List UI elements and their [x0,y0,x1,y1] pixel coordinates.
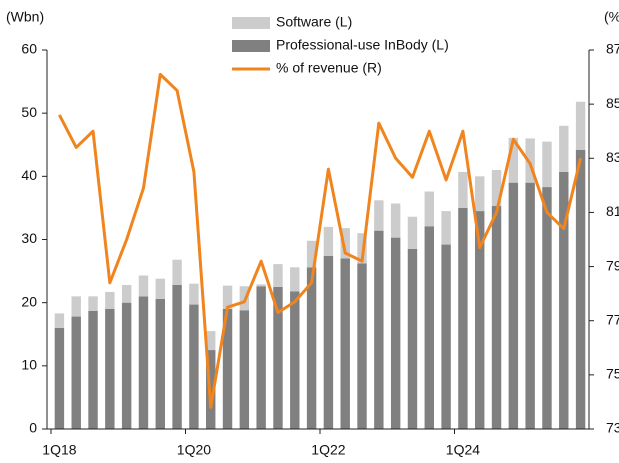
y2-tick-label: 81 [606,203,619,219]
legend-swatch [232,40,270,52]
bar [138,275,149,297]
bar [390,203,401,238]
bar [491,206,502,429]
bar [390,237,401,429]
bar [441,211,451,245]
bar [138,296,149,429]
bar [189,283,199,305]
bar [121,284,132,303]
y-tick-label: 0 [29,420,37,436]
y-axis-label: (Wbn) [6,9,44,25]
bar [424,226,434,429]
bar [458,171,468,208]
bar [542,187,552,429]
bar [105,291,115,309]
bar [340,228,350,259]
bar [71,316,81,429]
bar [323,255,334,429]
bar [172,284,182,429]
y2-tick-label: 83 [606,149,619,165]
bar [88,310,98,429]
bar [189,304,199,429]
y2-tick-label: 87 [606,41,619,57]
x-tick-label: 1Q20 [177,442,211,458]
bar [357,233,367,264]
bar [508,137,519,183]
bar [340,258,350,429]
x-tick-label: 1Q22 [311,442,345,458]
bar [54,313,65,328]
legend-swatch [232,17,270,29]
bar [121,302,132,429]
y-tick-label: 20 [21,293,37,309]
bar [155,298,165,429]
bar [407,248,418,429]
y-tick-label: 50 [21,104,37,120]
bar [475,211,485,429]
x-tick-label: 1Q24 [446,442,480,458]
y-tick-label: 60 [21,41,37,57]
legend-label: Software (L) [276,14,352,30]
y-tick-label: 10 [21,357,37,373]
bar [508,182,519,429]
y2-tick-label: 85 [606,95,619,111]
bar [88,296,98,311]
bar [239,310,250,429]
bar [575,149,586,429]
bar [273,264,283,287]
bar [290,267,300,292]
y2-tick-label: 75 [606,366,619,382]
bar [273,286,283,429]
bar [290,291,300,429]
bar [559,125,569,172]
bar [206,331,216,351]
bar [306,240,317,268]
y2-tick-label: 77 [606,311,619,327]
y2-axis-label: (% [604,9,619,25]
bar [458,207,468,429]
bar [374,200,384,231]
bar [155,278,165,299]
legend-label: Professional-use InBody (L) [276,37,449,53]
bar [525,182,535,429]
bar [222,285,233,309]
bar [441,244,451,429]
bar [54,327,65,429]
bar [172,259,182,285]
bar [407,216,418,249]
bar [491,170,502,207]
bar [542,141,552,188]
bar [475,176,485,212]
bar [323,226,334,256]
bar [256,284,266,287]
x-tick-label: 1Q18 [42,442,76,458]
bar [256,286,266,429]
bar [105,308,115,429]
bar [559,171,569,429]
legend-label: % of revenue (R) [276,60,382,76]
bar [306,267,317,429]
bar [575,101,586,150]
bar [374,230,384,429]
y-tick-label: 40 [21,167,37,183]
bar [71,296,81,317]
bar [357,263,367,429]
bar [525,138,535,183]
y-tick-label: 30 [21,230,37,246]
y2-tick-label: 79 [606,257,619,273]
line-series [58,72,583,409]
y2-tick-label: 73 [606,420,619,436]
bar [424,191,434,227]
bar [222,308,233,429]
